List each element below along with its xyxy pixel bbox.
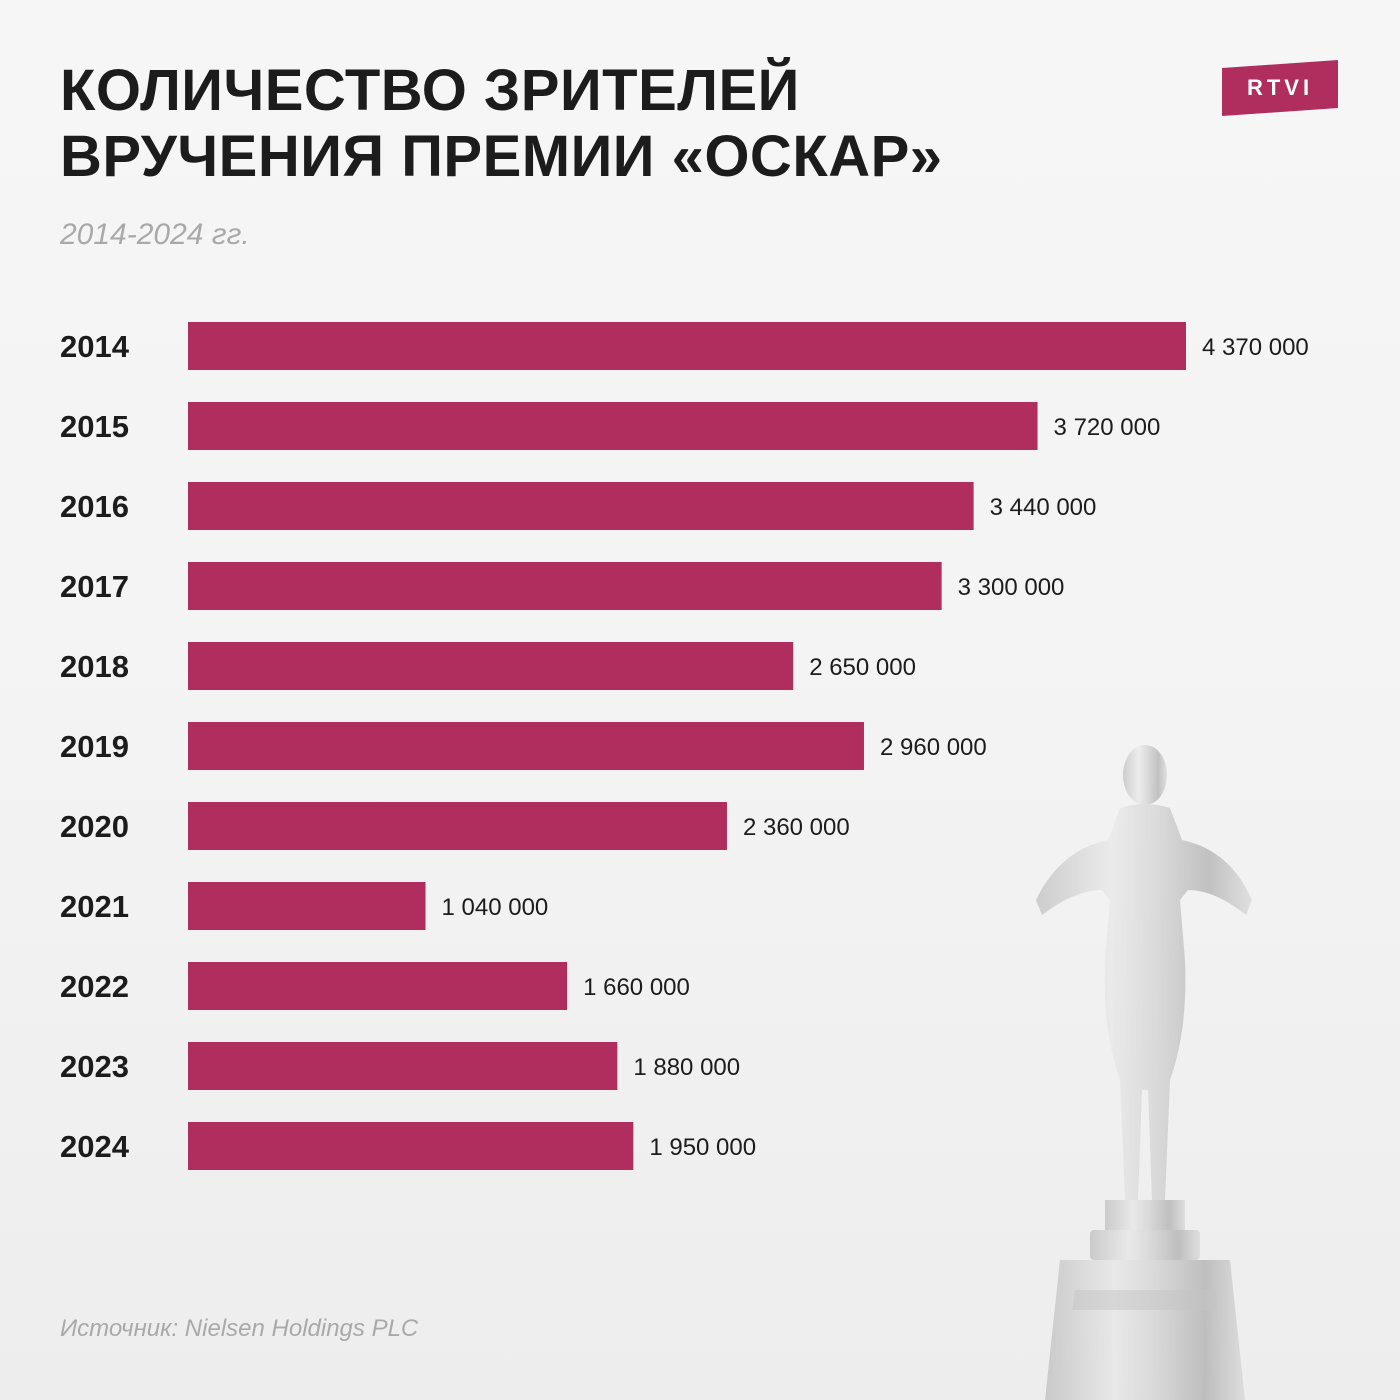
category-label-2015: 2015	[60, 409, 129, 444]
value-label-2014: 4 370 000	[1202, 334, 1309, 361]
category-label-2023: 2023	[60, 1049, 129, 1084]
bar-2014	[188, 322, 1186, 370]
value-label-2023: 1 880 000	[633, 1054, 740, 1081]
value-label-2024: 1 950 000	[649, 1134, 756, 1161]
category-label-2024: 2024	[60, 1129, 130, 1164]
bar-2024	[188, 1122, 634, 1170]
category-label-2014: 2014	[60, 329, 130, 364]
bar-2017	[188, 562, 942, 610]
bar-2016	[188, 482, 974, 530]
bar-2023	[188, 1042, 618, 1090]
rtvi-logo: RTVI	[1220, 60, 1340, 116]
bar-2021	[188, 882, 426, 930]
oscar-statuette-watermark	[1036, 745, 1252, 1400]
bar-2022	[188, 962, 568, 1010]
value-label-2020: 2 360 000	[743, 814, 850, 841]
chart-title: КОЛИЧЕСТВО ЗРИТЕЛЕЙ ВРУЧЕНИЯ ПРЕМИИ «ОСК…	[60, 58, 943, 190]
source-note: Источник: Nielsen Holdings PLC	[60, 1315, 419, 1342]
value-label-2018: 2 650 000	[809, 654, 916, 681]
category-label-2019: 2019	[60, 729, 129, 764]
category-label-2022: 2022	[60, 969, 129, 1004]
category-label-2020: 2020	[60, 809, 129, 844]
category-label-2018: 2018	[60, 649, 129, 684]
value-label-2021: 1 040 000	[442, 894, 549, 921]
rtvi-logo-text: RTVI	[1246, 75, 1314, 100]
rtvi-logo-badge	[1222, 60, 1338, 116]
value-label-2017: 3 300 000	[958, 574, 1065, 601]
category-label-2021: 2021	[60, 889, 129, 924]
bar-2020	[188, 802, 727, 850]
bar-2018	[188, 642, 794, 690]
category-label-2016: 2016	[60, 489, 129, 524]
value-label-2016: 3 440 000	[990, 494, 1097, 521]
chart-title-line-1: КОЛИЧЕСТВО ЗРИТЕЛЕЙ	[60, 58, 800, 123]
value-label-2022: 1 660 000	[583, 974, 690, 1001]
category-label-2017: 2017	[60, 569, 129, 604]
value-label-2019: 2 960 000	[880, 734, 987, 761]
bar-2019	[188, 722, 864, 770]
chart-subtitle: 2014-2024 гг.	[60, 218, 250, 251]
chart-title-line-2: ВРУЧЕНИЯ ПРЕМИИ «ОСКАР»	[60, 124, 943, 189]
bar-2015	[188, 402, 1038, 450]
value-label-2015: 3 720 000	[1054, 414, 1161, 441]
